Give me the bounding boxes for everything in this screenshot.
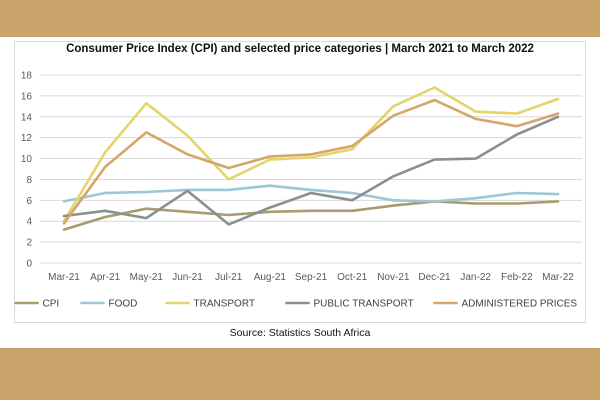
legend-label: CPI — [43, 299, 60, 310]
source-note: Source: Statistics South Africa — [229, 327, 371, 339]
data-point — [104, 166, 106, 168]
data-point — [392, 204, 395, 207]
data-point — [145, 207, 148, 210]
data-point — [186, 190, 189, 192]
x-tick-label: Mar-21 — [48, 272, 80, 283]
legend-label: FOOD — [109, 299, 138, 310]
data-point — [104, 209, 106, 212]
data-point — [557, 98, 559, 100]
data-point — [433, 200, 436, 203]
y-tick-label: 6 — [26, 196, 32, 207]
x-tick-label: Oct-21 — [337, 272, 367, 283]
data-point — [227, 223, 230, 226]
data-point — [474, 110, 477, 113]
data-point — [63, 215, 65, 217]
data-point — [145, 131, 148, 134]
data-point — [557, 193, 559, 195]
data-point — [227, 167, 230, 169]
y-tick-label: 0 — [26, 259, 32, 270]
data-point — [269, 184, 271, 187]
data-point — [351, 148, 353, 150]
x-tick-label: Aug-21 — [254, 272, 287, 283]
data-point — [474, 197, 477, 200]
chart-panel: Consumer Price Index (CPI) and selected … — [0, 37, 600, 348]
data-point — [516, 192, 518, 194]
data-point — [474, 118, 477, 120]
data-point — [310, 189, 312, 191]
data-point — [516, 112, 518, 115]
legend-label: PUBLIC TRANSPORT — [314, 299, 414, 310]
data-point — [104, 192, 106, 194]
data-point — [145, 102, 148, 104]
data-point — [227, 214, 230, 216]
data-point — [392, 114, 395, 117]
data-point — [433, 158, 436, 161]
y-tick-label: 12 — [21, 133, 33, 144]
x-tick-label: Feb-22 — [501, 272, 533, 283]
data-point — [104, 216, 106, 218]
y-tick-label: 14 — [21, 112, 33, 123]
data-point — [557, 200, 559, 203]
chart-title: Consumer Price Index (CPI) and selected … — [66, 43, 534, 55]
data-point — [392, 199, 395, 202]
data-point — [351, 209, 353, 212]
line-chart: 0 2 4 6 8 10 12 14 16 18 Mar-21 Apr-21 May-21 Jun-21 J… — [14, 71, 582, 310]
x-tick-label: Nov-21 — [377, 272, 410, 283]
x-tick-label: Jun-21 — [172, 272, 203, 283]
data-point — [227, 178, 230, 181]
data-point — [145, 191, 148, 193]
data-point — [310, 153, 312, 156]
data-point — [516, 133, 518, 136]
data-point — [63, 222, 65, 225]
data-point — [310, 209, 312, 212]
top-band — [0, 0, 600, 37]
y-tick-label: 18 — [21, 71, 33, 82]
x-tick-label: May-21 — [130, 272, 164, 283]
series-line-4 — [62, 98, 560, 225]
data-point — [351, 145, 353, 147]
data-point — [63, 228, 65, 231]
data-point — [186, 153, 189, 156]
x-tick-label: Jan-22 — [460, 272, 491, 283]
data-point — [227, 189, 230, 191]
x-tick-label: Sep-21 — [295, 272, 328, 283]
data-point — [433, 86, 436, 89]
data-point — [557, 112, 559, 115]
data-point — [63, 200, 65, 203]
data-point — [392, 175, 395, 178]
data-point — [186, 134, 189, 137]
data-point — [516, 125, 518, 127]
data-point — [351, 199, 353, 202]
data-point — [104, 151, 106, 154]
y-tick-label: 2 — [26, 238, 32, 249]
y-tick-label: 8 — [26, 175, 32, 186]
data-point — [474, 157, 477, 160]
data-point — [433, 99, 436, 101]
x-tick-label: Mar-22 — [542, 272, 574, 283]
data-point — [351, 192, 353, 194]
x-tick-label: Apr-21 — [90, 272, 120, 283]
data-point — [269, 155, 271, 158]
chart-frame — [14, 41, 586, 323]
x-tick-label: Jul-21 — [215, 272, 243, 283]
data-point — [269, 158, 271, 161]
series-line-3 — [62, 115, 560, 226]
data-point — [516, 202, 518, 205]
data-point — [269, 206, 271, 209]
data-point — [269, 211, 271, 213]
legend-label: TRANSPORT — [194, 299, 256, 310]
x-tick-label: Dec-21 — [418, 272, 451, 283]
legend-label: ADMINISTERED PRICES — [462, 299, 578, 310]
y-tick-label: 16 — [21, 91, 33, 102]
data-point — [557, 115, 559, 118]
y-tick-label: 4 — [26, 217, 32, 228]
data-point — [186, 211, 189, 213]
data-point — [310, 192, 312, 194]
data-point — [474, 202, 477, 205]
y-tick-label: 10 — [21, 154, 33, 165]
data-point — [392, 105, 395, 108]
data-point — [145, 217, 148, 219]
data-point — [310, 156, 312, 159]
bottom-band — [0, 348, 600, 400]
